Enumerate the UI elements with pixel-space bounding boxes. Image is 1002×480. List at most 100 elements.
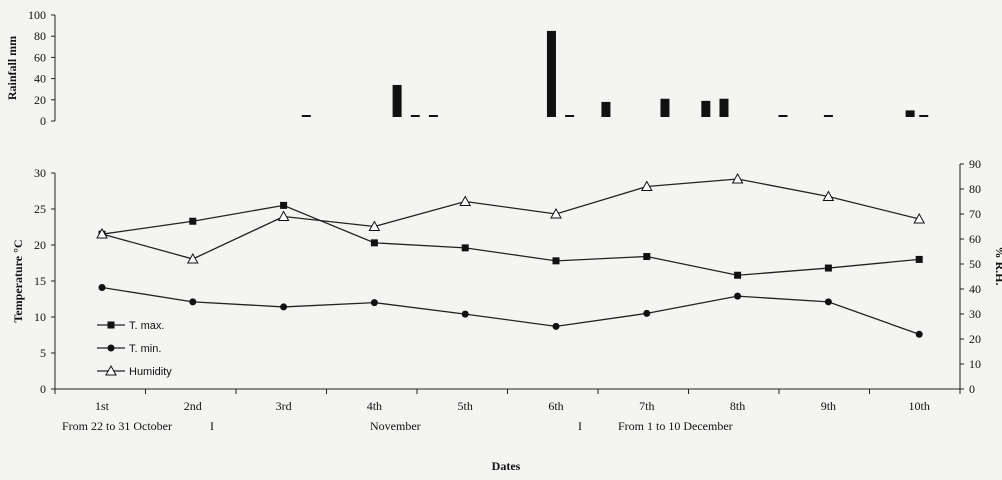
humidity-tick-label: 20 xyxy=(969,332,981,346)
period-november: November xyxy=(370,419,421,433)
humidity-tick-label: 40 xyxy=(969,282,981,296)
temperature-tick-label: 0 xyxy=(40,382,46,396)
series-t-max xyxy=(98,201,923,279)
humidity-tick-label: 80 xyxy=(969,182,981,196)
rainfall-bar xyxy=(823,115,833,117)
rainfall-tick-label: 100 xyxy=(28,8,46,22)
legend-label-t-max: T. max. xyxy=(129,320,164,332)
t-min-point xyxy=(461,310,469,318)
rainfall-bar xyxy=(778,115,788,117)
humidity-point xyxy=(913,212,926,224)
t-max-point xyxy=(461,244,469,252)
series-humidity xyxy=(96,172,926,264)
legend: T. max. T. min. Humidity xyxy=(97,320,172,378)
x-tick-label: 7th xyxy=(639,399,654,413)
t-min-point xyxy=(280,303,288,311)
period-december: From 1 to 10 December xyxy=(618,419,733,433)
x-tick-label: 3rd xyxy=(276,399,292,413)
x-tick-label: 4th xyxy=(367,399,382,413)
t-min-point xyxy=(643,309,651,317)
humidity-tick-label: 70 xyxy=(969,207,981,221)
temperature-tick-label: 10 xyxy=(34,310,46,324)
humidity-tick-label: 30 xyxy=(969,307,981,321)
x-tick-label: 1st xyxy=(95,399,110,413)
x-axis-ticks: 1st 2nd 3rd 4th 5th 6th 7th 8th 9th 10th xyxy=(54,389,961,413)
humidity-tick-label: 90 xyxy=(969,157,981,171)
t-min-point xyxy=(189,298,197,306)
t-min-point xyxy=(552,322,560,330)
x-axis-title: Dates xyxy=(492,459,521,473)
rainfall-bar xyxy=(601,101,611,117)
humidity-y-ticks: 0 10 20 30 40 50 60 70 80 90 xyxy=(960,157,981,396)
humidity-tick-label: 60 xyxy=(969,232,981,246)
rainfall-tick-label: 40 xyxy=(34,72,46,86)
period-separator-1: I xyxy=(210,419,214,433)
temperature-tick-label: 25 xyxy=(34,202,46,216)
humidity-point xyxy=(822,190,835,201)
t-max-line xyxy=(101,204,920,276)
rainfall-bar xyxy=(546,30,556,117)
rainfall-bar xyxy=(392,84,402,117)
t-min-point xyxy=(824,298,832,306)
x-tick-label: 9th xyxy=(821,399,836,413)
humidity-point xyxy=(368,220,381,231)
rainfall-axis-title: Rainfall mm xyxy=(5,36,19,100)
rainfall-tick-label: 0 xyxy=(40,114,46,128)
t-max-point xyxy=(643,253,651,261)
rainfall-bars xyxy=(301,30,929,117)
rainfall-panel: 0 20 40 60 80 100 Rainfall mm xyxy=(5,8,929,128)
period-october: From 22 to 31 October xyxy=(62,419,172,433)
t-max-point xyxy=(189,217,197,225)
x-tick-label: 2nd xyxy=(184,399,202,413)
rainfall-bar xyxy=(919,115,929,117)
rainfall-y-ticks: 0 20 40 60 80 100 xyxy=(28,8,55,128)
humidity-point xyxy=(640,180,653,191)
humidity-axis-title: % R.H. xyxy=(993,247,1002,286)
rainfall-bar xyxy=(701,100,711,117)
rainfall-bar xyxy=(301,115,311,117)
humidity-line xyxy=(101,178,920,260)
t-max-point xyxy=(370,239,378,247)
t-max-point xyxy=(552,257,560,265)
series-group xyxy=(96,172,926,338)
temperature-panel: 0 5 10 15 20 25 30 0 10 20 30 40 50 60 70 80 90 1st 2nd 3… xyxy=(11,157,1002,473)
temperature-tick-label: 30 xyxy=(34,166,46,180)
rainfall-tick-label: 60 xyxy=(34,50,46,64)
t-min-line xyxy=(101,286,920,335)
t-max-point xyxy=(280,201,288,209)
rainfall-bar xyxy=(905,110,915,117)
rainfall-bar xyxy=(410,115,420,117)
x-tick-label: 10th xyxy=(909,399,930,413)
temperature-tick-label: 5 xyxy=(40,346,46,360)
temperature-tick-label: 20 xyxy=(34,238,46,252)
humidity-point xyxy=(459,195,472,206)
rainfall-bar xyxy=(428,115,438,117)
humidity-tick-label: 0 xyxy=(969,382,975,396)
legend-label-humidity: Humidity xyxy=(129,366,172,378)
t-max-point xyxy=(824,264,832,272)
t-min-point xyxy=(370,299,378,307)
humidity-tick-label: 50 xyxy=(969,257,981,271)
t-max-point xyxy=(915,255,923,263)
humidity-point xyxy=(186,252,199,264)
legend-marker-humidity xyxy=(105,364,117,376)
t-min-point xyxy=(734,292,742,300)
t-min-point xyxy=(915,330,923,338)
rainfall-tick-label: 20 xyxy=(34,93,46,107)
period-separator-2: I xyxy=(578,419,582,433)
temperature-y-ticks: 0 5 10 15 20 25 30 xyxy=(34,166,55,396)
rainfall-bar xyxy=(565,115,575,117)
legend-marker-t-max xyxy=(107,321,115,329)
humidity-tick-label: 10 xyxy=(969,357,981,371)
legend-marker-t-min xyxy=(107,344,115,352)
rainfall-bar xyxy=(660,98,670,117)
x-tick-label: 8th xyxy=(730,399,745,413)
x-tick-label: 5th xyxy=(458,399,473,413)
humidity-point xyxy=(96,227,108,239)
legend-label-t-min: T. min. xyxy=(129,343,161,355)
humidity-point xyxy=(731,172,744,184)
humidity-point xyxy=(277,210,290,221)
x-tick-label: 6th xyxy=(548,399,563,413)
t-max-point xyxy=(734,271,742,279)
temperature-axis-title: Temperature °C xyxy=(11,239,25,322)
